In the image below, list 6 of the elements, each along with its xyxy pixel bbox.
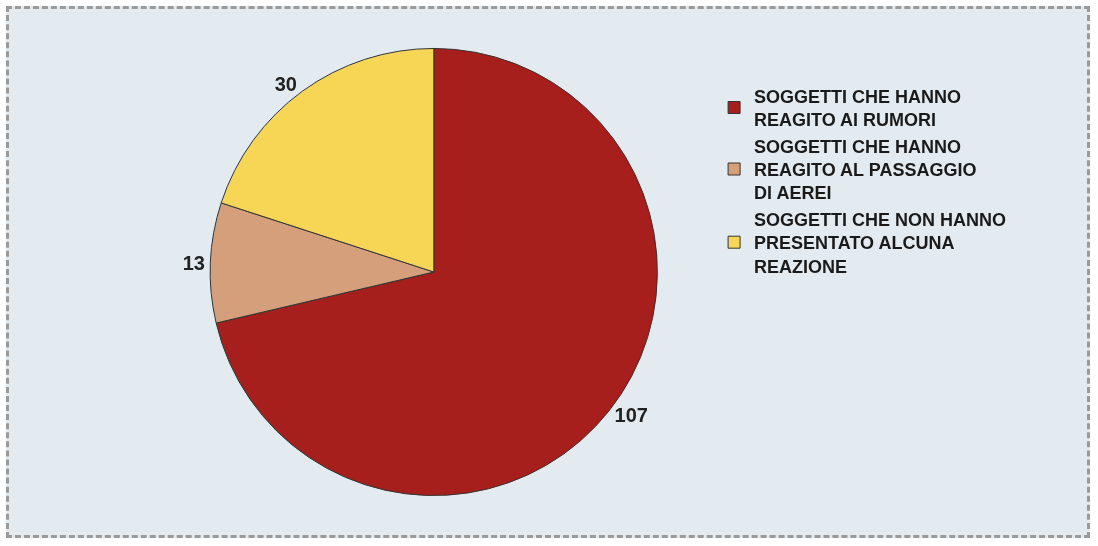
legend-label: SOGGETTI CHE HANNO REAGITO AI RUMORI — [754, 86, 962, 131]
legend-label: SOGGETTI CHE HANNO REAGITO AL PASSAGGIO DI AEREI — [754, 136, 977, 204]
data-label: 30 — [274, 72, 297, 95]
data-label: 13 — [182, 251, 205, 274]
legend-label: SOGGETTI CHE NON HANNO PRESENTATO ALCUNA REAZIONE — [754, 209, 1007, 277]
data-label: 107 — [614, 404, 648, 427]
